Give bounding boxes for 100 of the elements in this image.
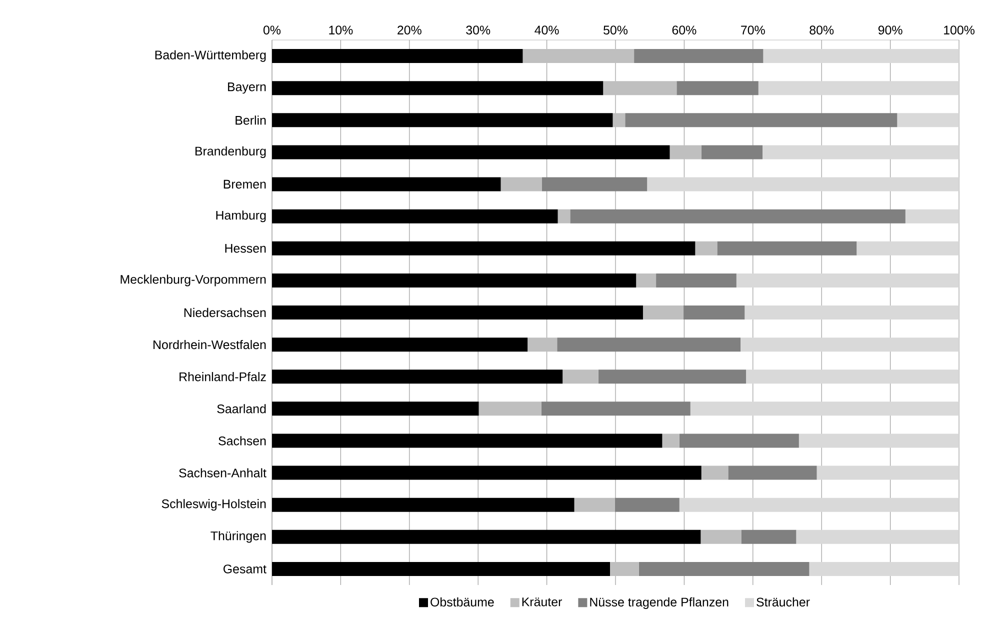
bar (610, 562, 639, 576)
legend-label: Kräuter (522, 598, 562, 606)
y-tick-label: Gesamt (224, 564, 266, 574)
bar (695, 241, 718, 256)
bar (612, 113, 626, 128)
x-tick-label: 20% (398, 26, 422, 34)
bar (614, 498, 680, 512)
y-tick-label: Niedersachsen (184, 308, 266, 318)
bar (598, 370, 746, 384)
bar (558, 209, 570, 224)
bar (816, 466, 960, 480)
x-tick-label: 80% (810, 26, 834, 34)
y-tick-label: Thüringen (210, 531, 266, 543)
bar (570, 209, 906, 224)
bar (796, 530, 960, 544)
bar (762, 145, 960, 160)
y-tick-label: Schleswig-Holstein (162, 499, 266, 511)
bar (603, 81, 677, 96)
y-tick-label: Sachsen (218, 436, 266, 446)
y-tick-label: Hamburg (216, 210, 266, 222)
bar (636, 273, 656, 288)
bar (717, 241, 857, 256)
bar (684, 306, 745, 320)
x-tick-label: 0% (263, 26, 281, 34)
bar (642, 306, 684, 320)
bar (700, 530, 742, 544)
x-tick-label: 90% (878, 26, 902, 34)
bar (272, 209, 558, 224)
y-tick-label: Bremen (224, 180, 266, 189)
bar (798, 434, 960, 448)
bar (272, 402, 479, 416)
bar (690, 402, 960, 416)
y-tick-label: Baden-Württemberg (155, 50, 266, 62)
bar (647, 177, 960, 192)
bar (272, 273, 636, 288)
bar (701, 145, 763, 160)
bar (272, 145, 670, 160)
bar (500, 177, 542, 192)
x-tick-label: 30% (466, 26, 490, 34)
bar (856, 241, 960, 256)
bar (741, 530, 796, 544)
bar (758, 81, 960, 96)
bar (744, 306, 960, 320)
bar (557, 338, 741, 352)
bar (905, 209, 960, 224)
bar (272, 466, 702, 480)
y-tick-label: Sachsen-Anhalt (179, 468, 266, 478)
bar (272, 113, 613, 128)
bar (736, 273, 960, 288)
y-tick-label: Rheinland-Pfalz (180, 372, 266, 382)
bar (522, 49, 634, 64)
bar (272, 306, 643, 320)
bar (562, 370, 598, 384)
bar (272, 370, 563, 384)
bar (638, 562, 810, 576)
bar (897, 113, 960, 128)
y-tick-label: Hessen (225, 244, 266, 253)
x-tick-label: 60% (672, 26, 696, 34)
bar (272, 498, 574, 512)
bar (809, 562, 960, 576)
bar (272, 434, 662, 448)
bar (679, 434, 799, 448)
bar (272, 177, 501, 192)
bar (574, 498, 615, 512)
bar (670, 145, 702, 160)
bar (746, 370, 960, 384)
y-tick-label: Saarland (217, 404, 266, 414)
bar (740, 338, 960, 352)
bar (478, 402, 542, 416)
x-tick-label: 10% (329, 26, 353, 34)
bar (728, 466, 817, 480)
y-tick-label: Bayern (228, 82, 266, 94)
y-tick-label: Berlin (236, 116, 266, 125)
bar (676, 81, 758, 96)
bar (272, 338, 528, 352)
bar (272, 530, 701, 544)
y-tick-label: Brandenburg (195, 146, 266, 158)
bar (272, 241, 696, 256)
bar (763, 49, 960, 64)
bar (679, 498, 960, 512)
bar (542, 177, 648, 192)
bar (272, 81, 604, 96)
x-tick-label: 100% (944, 26, 974, 34)
y-tick-label: Mecklenburg-Vorpommern (120, 274, 266, 286)
x-tick-label: 50% (604, 26, 628, 34)
legend-label: Obstbäume (430, 597, 494, 607)
bar (272, 562, 610, 576)
bar (528, 338, 558, 352)
bar (541, 402, 690, 416)
bar (701, 466, 728, 480)
bar (625, 113, 898, 128)
x-tick-label: 40% (534, 26, 559, 34)
x-tick-label: 70% (741, 26, 765, 34)
y-tick-label: Nordrhein-Westfalen (154, 340, 266, 350)
bar (272, 49, 523, 64)
bar (656, 273, 736, 288)
bar (634, 49, 764, 64)
legend-label: Nüsse tragende Pflanzen (590, 597, 728, 609)
legend-label: Sträucher (756, 597, 810, 607)
bar (662, 434, 680, 448)
